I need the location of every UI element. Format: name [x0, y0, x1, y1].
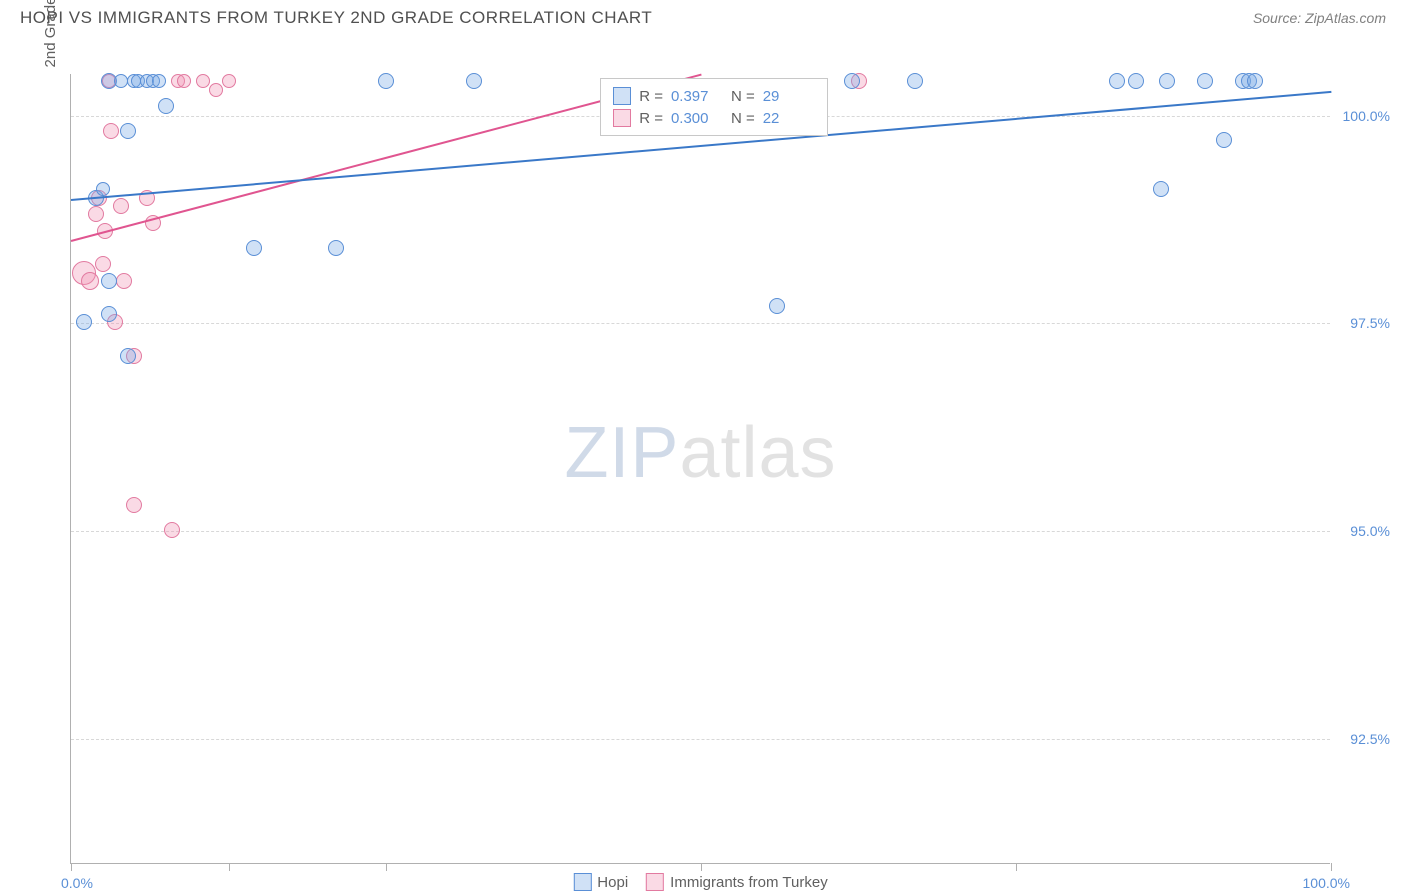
legend-n-label: N =: [731, 88, 755, 105]
data-point-hopi: [158, 98, 174, 114]
data-point-turkey: [95, 256, 111, 272]
y-tick-label: 97.5%: [1350, 315, 1390, 331]
data-point-turkey: [222, 74, 236, 88]
y-axis-label: 2nd Grade: [42, 0, 59, 67]
data-point-hopi: [120, 123, 136, 139]
x-tick: [1331, 863, 1332, 871]
data-point-turkey: [81, 272, 99, 290]
data-point-hopi: [152, 74, 166, 88]
gridline-h: [71, 323, 1330, 324]
x-tick: [71, 863, 72, 871]
gridline-h: [71, 739, 1330, 740]
series-legend-label: Hopi: [597, 874, 628, 891]
data-point-turkey: [126, 497, 142, 513]
legend-swatch-hopi: [573, 873, 591, 891]
data-point-hopi: [466, 73, 482, 89]
plot-region: ZIPatlas 92.5%95.0%97.5%100.0%0.0%100.0%…: [70, 74, 1330, 864]
x-tick: [701, 863, 702, 871]
data-point-turkey: [116, 273, 132, 289]
legend-swatch-hopi: [613, 87, 631, 105]
data-point-hopi: [1109, 73, 1125, 89]
data-point-turkey: [103, 123, 119, 139]
legend-n-value: 29: [763, 88, 815, 105]
legend-row-turkey: R = 0.300 N = 22: [613, 107, 815, 129]
series-legend-item-hopi: Hopi: [573, 873, 628, 891]
watermark: ZIPatlas: [564, 412, 836, 494]
data-point-hopi: [1128, 73, 1144, 89]
x-label-min: 0.0%: [61, 875, 93, 891]
legend-r-value: 0.300: [671, 110, 723, 127]
data-point-hopi: [844, 73, 860, 89]
data-point-turkey: [88, 206, 104, 222]
data-point-hopi: [96, 182, 110, 196]
correlation-legend: R = 0.397 N = 29 R = 0.300 N = 22: [600, 78, 828, 136]
x-tick: [386, 863, 387, 871]
data-point-hopi: [1216, 132, 1232, 148]
legend-r-value: 0.397: [671, 88, 723, 105]
source-label: Source: ZipAtlas.com: [1253, 10, 1386, 26]
y-tick-label: 95.0%: [1350, 523, 1390, 539]
data-point-turkey: [113, 198, 129, 214]
chart-title: HOPI VS IMMIGRANTS FROM TURKEY 2ND GRADE…: [20, 8, 652, 28]
data-point-turkey: [209, 83, 223, 97]
data-point-hopi: [1247, 73, 1263, 89]
legend-swatch-turkey: [613, 109, 631, 127]
data-point-hopi: [1153, 181, 1169, 197]
data-point-hopi: [328, 240, 344, 256]
data-point-hopi: [76, 314, 92, 330]
x-tick: [1016, 863, 1017, 871]
data-point-hopi: [246, 240, 262, 256]
y-tick-label: 92.5%: [1350, 731, 1390, 747]
series-legend-label: Immigrants from Turkey: [670, 874, 828, 891]
legend-r-label: R =: [639, 110, 663, 127]
legend-n-label: N =: [731, 110, 755, 127]
data-point-hopi: [1159, 73, 1175, 89]
x-tick: [229, 863, 230, 871]
legend-r-label: R =: [639, 88, 663, 105]
x-label-max: 100.0%: [1303, 875, 1350, 891]
data-point-hopi: [101, 306, 117, 322]
data-point-hopi: [378, 73, 394, 89]
data-point-hopi: [769, 298, 785, 314]
legend-swatch-turkey: [646, 873, 664, 891]
legend-n-value: 22: [763, 110, 815, 127]
y-tick-label: 100.0%: [1343, 108, 1390, 124]
data-point-turkey: [196, 74, 210, 88]
data-point-hopi: [1197, 73, 1213, 89]
data-point-hopi: [907, 73, 923, 89]
gridline-h: [71, 531, 1330, 532]
data-point-hopi: [120, 348, 136, 364]
series-legend-item-turkey: Immigrants from Turkey: [646, 873, 828, 891]
data-point-turkey: [177, 74, 191, 88]
data-point-hopi: [101, 273, 117, 289]
data-point-turkey: [164, 522, 180, 538]
series-legend: Hopi Immigrants from Turkey: [573, 873, 827, 891]
legend-row-hopi: R = 0.397 N = 29: [613, 85, 815, 107]
